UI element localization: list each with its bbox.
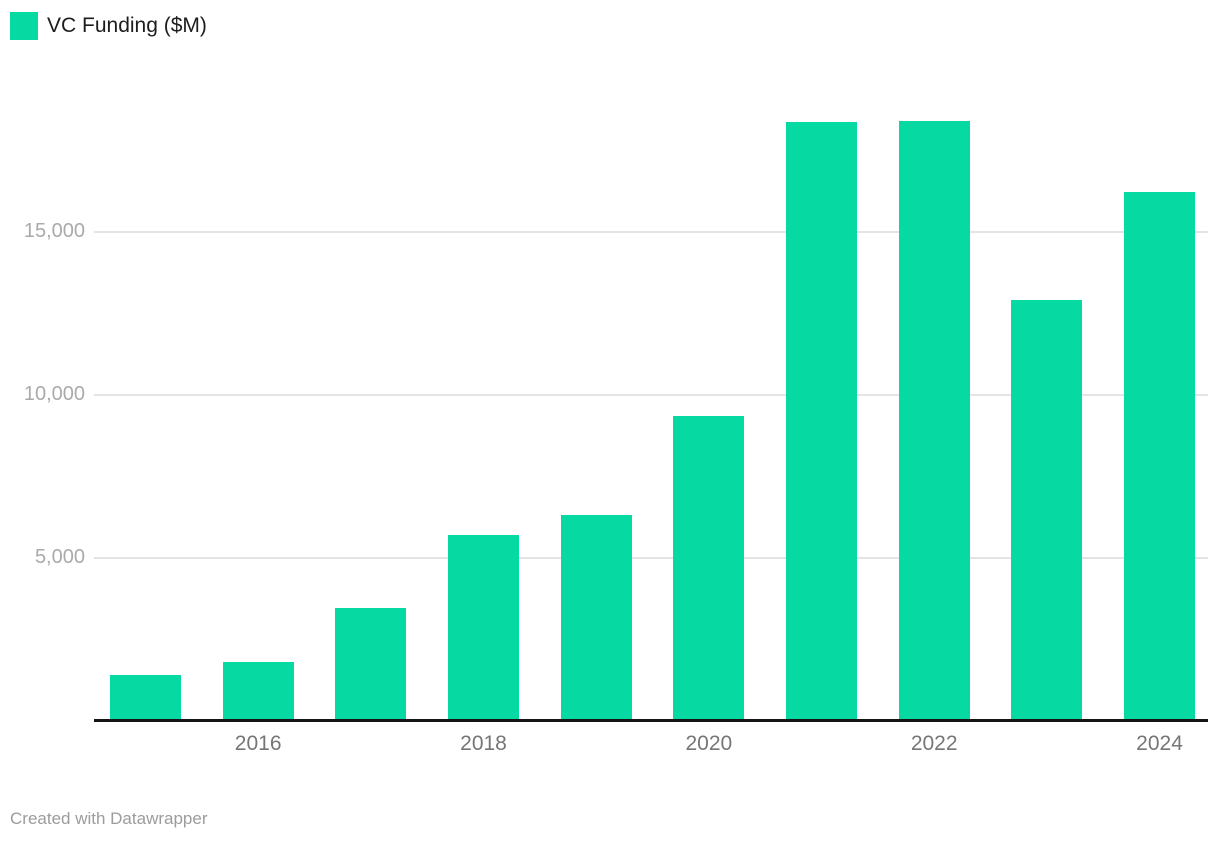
x-tick-label-2020: 2020 xyxy=(685,732,733,755)
bar-2018 xyxy=(448,534,519,721)
x-tick-label-2016: 2016 xyxy=(234,732,282,755)
y-tick-label-5,000: 5,000 xyxy=(34,545,85,568)
y-tick-label-15,000: 15,000 xyxy=(23,219,85,242)
bar-2019 xyxy=(560,515,632,721)
x-axis-line xyxy=(94,719,1208,722)
legend-swatch-icon xyxy=(10,12,38,40)
bar-2017 xyxy=(335,608,407,721)
bar-2024 xyxy=(1124,192,1196,721)
x-tick-label-2022: 2022 xyxy=(910,732,958,755)
x-tick-label-2024: 2024 xyxy=(1136,732,1183,755)
bar-2016 xyxy=(222,662,294,721)
gridline-10,000 xyxy=(94,393,1208,396)
bar-2021 xyxy=(786,122,858,721)
y-tick-label-10,000: 10,000 xyxy=(23,382,85,405)
bar-2015 xyxy=(110,675,181,721)
bar-2020 xyxy=(673,415,745,721)
legend: VC Funding ($M) xyxy=(10,12,207,40)
gridline-5,000 xyxy=(94,556,1208,559)
gridline-15,000 xyxy=(94,230,1208,233)
legend-label: VC Funding ($M) xyxy=(47,14,207,37)
x-tick-label-2018: 2018 xyxy=(460,732,507,755)
datawrapper-attribution-link[interactable]: Created with Datawrapper xyxy=(10,809,208,828)
bar-2022 xyxy=(898,120,970,721)
bar-2023 xyxy=(1011,300,1083,721)
